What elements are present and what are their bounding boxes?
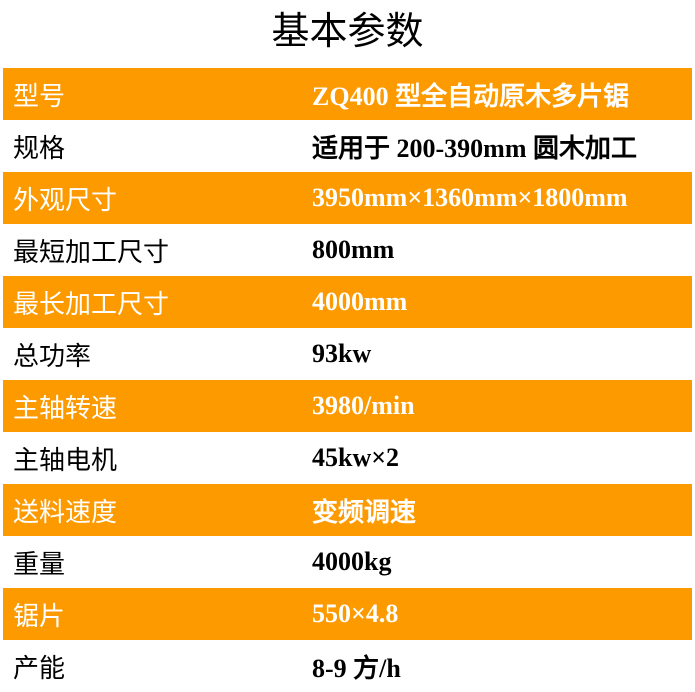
row-label: 最长加工尺寸 <box>13 289 170 320</box>
row-value: 4000mm <box>312 287 408 316</box>
row-value: 变频调速 <box>312 497 417 527</box>
row-label: 产能 <box>13 653 66 684</box>
row-label: 锯片 <box>13 601 66 632</box>
row-value: 3950mm×1360mm×1800mm <box>312 183 628 212</box>
row-value: 3980/min <box>312 391 415 420</box>
row-label: 主轴转速 <box>13 393 118 424</box>
row-value: 550×4.8 <box>312 599 399 628</box>
table-row: 最长加工尺寸 4000mm <box>3 276 692 328</box>
spec-table: 型号 ZQ400 型全自动原木多片锯规格 适用于 200-390mm 圆木加工外观尺… <box>3 68 692 692</box>
table-row: 型号 ZQ400 型全自动原木多片锯 <box>3 68 692 120</box>
row-value: 800mm <box>312 235 395 264</box>
table-row: 外观尺寸 3950mm×1360mm×1800mm <box>3 172 692 224</box>
row-label: 规格 <box>13 133 66 164</box>
table-row: 送料速度 变频调速 <box>3 484 692 536</box>
table-row: 规格 适用于 200-390mm 圆木加工 <box>3 120 692 172</box>
table-row: 锯片 550×4.8 <box>3 588 692 640</box>
row-label: 外观尺寸 <box>13 185 118 216</box>
row-value: ZQ400 型全自动原木多片锯 <box>312 81 630 111</box>
table-row: 主轴转速 3980/min <box>3 380 692 432</box>
table-row: 重量 4000kg <box>3 536 692 588</box>
table-row: 最短加工尺寸 800mm <box>3 224 692 276</box>
row-value: 适用于 200-390mm 圆木加工 <box>312 133 637 163</box>
row-label: 主轴电机 <box>13 445 118 476</box>
row-value: 93kw <box>312 339 372 368</box>
row-label: 重量 <box>13 549 66 580</box>
table-row: 产能 8-9 方/h <box>3 640 692 692</box>
table-row: 主轴电机 45kw×2 <box>3 432 692 484</box>
row-label: 型号 <box>13 81 66 112</box>
row-value: 45kw×2 <box>312 443 400 472</box>
row-value: 8-9 方/h <box>312 653 401 683</box>
row-label: 总功率 <box>13 341 92 372</box>
row-value: 4000kg <box>312 547 392 576</box>
table-row: 总功率 93kw <box>3 328 692 380</box>
page-title: 基本参数 <box>271 9 424 53</box>
row-label: 最短加工尺寸 <box>13 237 170 268</box>
row-label: 送料速度 <box>13 497 118 528</box>
